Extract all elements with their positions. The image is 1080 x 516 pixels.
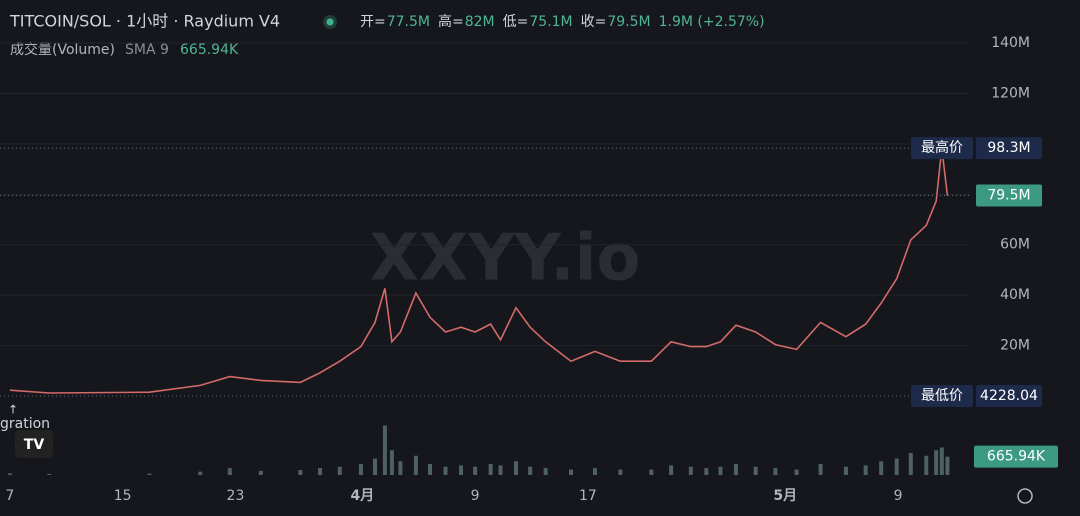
- volume-bar: [398, 461, 403, 475]
- volume-label: 成交量(Volume): [10, 41, 115, 58]
- volume-bar: [198, 471, 203, 475]
- volume-bar: [514, 461, 519, 475]
- volume-bar: [894, 458, 899, 475]
- volume-bar: [7, 473, 12, 475]
- volume-marker-value: 665.94K: [987, 449, 1046, 465]
- volume-bar: [818, 464, 823, 475]
- volume-bar: [649, 469, 654, 475]
- volume-bar: [543, 468, 548, 475]
- ohlc-label: 收=: [581, 14, 607, 30]
- volume-bar: [688, 466, 693, 475]
- volume-bar: [389, 450, 394, 475]
- x-tick-label: 15: [114, 488, 132, 504]
- volume-bar: [337, 466, 342, 475]
- volume-bar: [227, 468, 232, 475]
- y-tick-label: 60M: [1000, 237, 1030, 253]
- status-dot: [326, 18, 334, 26]
- volume-bar: [924, 455, 929, 475]
- volume-marker-box: [974, 445, 1058, 468]
- ohlc-label: 高=: [438, 13, 464, 30]
- y-tick-label: 120M: [991, 85, 1030, 101]
- volume-bar: [753, 466, 758, 475]
- volume-bar: [934, 450, 939, 475]
- volume-bar: [945, 456, 950, 475]
- volume-bar: [298, 470, 303, 475]
- sma: SMA 9: [125, 42, 169, 58]
- volume-bar: [908, 453, 913, 475]
- price-line: [9, 148, 949, 394]
- ohlc-value: 79.5M: [607, 14, 650, 30]
- note: gration: [0, 416, 50, 432]
- volume-bar: [358, 464, 363, 475]
- x-tick-label: 9: [894, 488, 903, 504]
- marker-label: 最高价: [921, 139, 963, 156]
- x-tick-label: 7: [5, 488, 14, 504]
- marker-value: 79.5M: [987, 188, 1030, 204]
- x-tick-label: 23: [227, 488, 245, 504]
- settings-icon[interactable]: [1017, 488, 1033, 504]
- marker-box: [976, 384, 1042, 407]
- volume-bar: [794, 469, 799, 475]
- ohlc: 开= 77.5M 高= 82M 低= 75.1M 收= 79.5M: [360, 13, 651, 30]
- marker-value: 98.3M: [987, 140, 1030, 156]
- y-tick-label: 140M: [991, 35, 1030, 51]
- volume-bar: [498, 465, 503, 475]
- volume-bar: [879, 461, 884, 475]
- ohlc-value: 77.5M: [387, 14, 430, 30]
- marker-tag: [911, 137, 973, 160]
- x-tick-label: 5月: [773, 488, 797, 504]
- volume-bar: [569, 469, 574, 475]
- marker-label: 最低价: [921, 388, 963, 404]
- volume-bar: [773, 468, 778, 475]
- volume-bar: [939, 447, 944, 475]
- volume-bar: [382, 425, 387, 475]
- volume-bar: [863, 465, 868, 475]
- volume-bar: [618, 469, 623, 475]
- ohlc-value: 75.1M: [529, 14, 572, 30]
- marker-value: 4228.04: [980, 388, 1038, 404]
- title: TITCOIN/SOL · 1小时 · Raydium V4: [9, 12, 280, 31]
- volume-bar: [318, 468, 323, 475]
- note-arrow: ↑: [8, 403, 18, 417]
- ohlc-value: 82M: [465, 14, 495, 30]
- ohlc-label: 开=: [360, 14, 386, 30]
- volume-bar: [47, 473, 52, 475]
- marker-box: [976, 184, 1042, 207]
- tv-logo: [15, 430, 53, 458]
- volume-bar: [718, 466, 723, 475]
- volume-bar: [413, 455, 418, 475]
- ohlc-label: 低=: [503, 14, 529, 30]
- volume-bar: [843, 466, 848, 475]
- change: 1.9M (+2.57%): [659, 14, 765, 30]
- marker-box: [976, 137, 1042, 160]
- y-tick-label: 20M: [1000, 338, 1030, 354]
- volume-bar: [488, 464, 493, 475]
- tv-logo-text: TV: [24, 437, 45, 453]
- y-tick-label: 40M: [1000, 287, 1030, 303]
- volume-bar: [428, 464, 433, 475]
- volume-bar: [443, 466, 448, 475]
- volume-bar: [473, 466, 478, 475]
- volume-bar: [258, 470, 263, 475]
- volume-bar: [373, 458, 378, 475]
- x-tick-label: 9: [471, 488, 480, 504]
- marker-tag: [911, 384, 973, 407]
- volume-bar: [669, 465, 674, 475]
- watermark: XXYY.io: [370, 222, 641, 296]
- x-tick-label: 4月: [350, 488, 374, 504]
- volume-bar: [592, 468, 597, 475]
- volume-bar: [733, 464, 738, 475]
- volume-bar: [459, 465, 464, 475]
- x-tick-label: 17: [579, 488, 597, 504]
- volume-bar: [147, 473, 152, 475]
- volume-bar: [704, 468, 709, 475]
- volume-bar: [528, 466, 533, 475]
- volume-value: 665.94K: [180, 42, 239, 58]
